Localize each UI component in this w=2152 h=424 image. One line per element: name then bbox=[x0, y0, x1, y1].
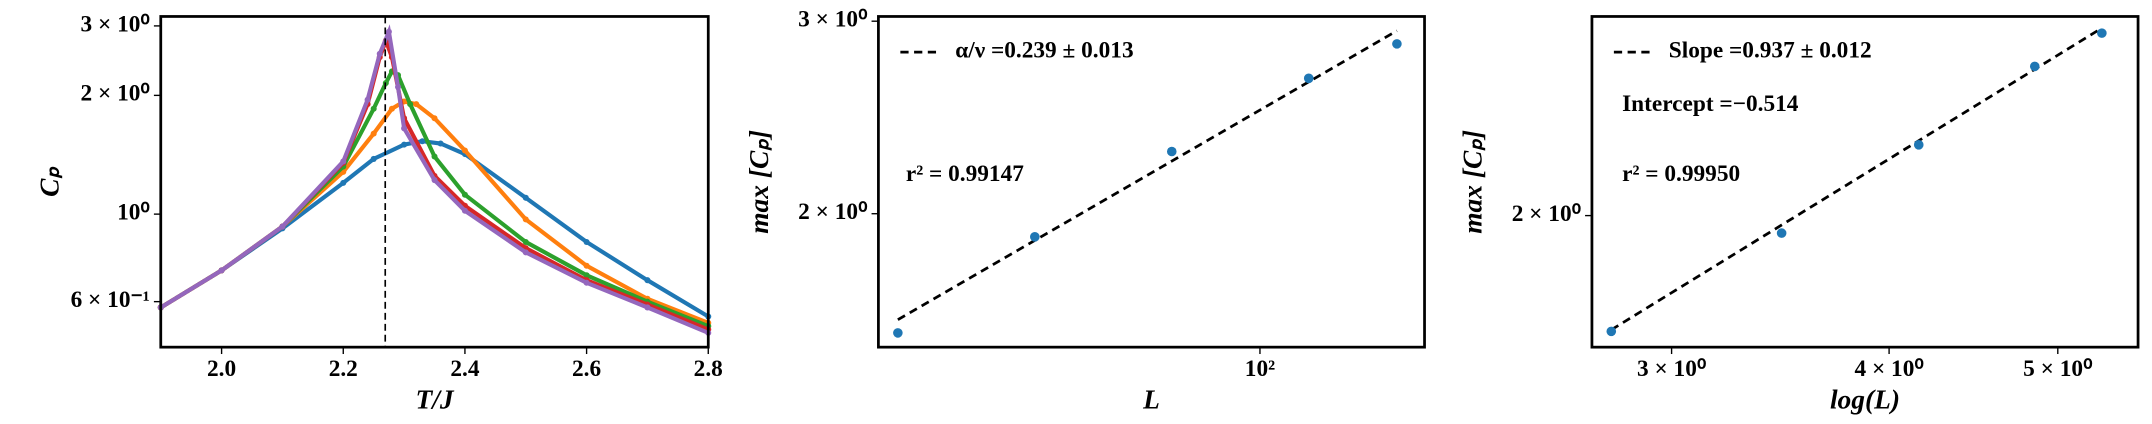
x-tick-label: 2.6 bbox=[572, 356, 601, 382]
plot-frame bbox=[877, 15, 1426, 349]
x-tick-label: 2.2 bbox=[329, 356, 358, 382]
marker bbox=[340, 179, 347, 186]
x-tick-label: 3 × 10⁰ bbox=[1637, 356, 1706, 382]
x-tick-label: 10² bbox=[1245, 356, 1275, 382]
marker bbox=[385, 28, 392, 35]
marker bbox=[419, 138, 426, 145]
y-tick-label: 3 × 10⁰ bbox=[81, 11, 150, 37]
point bbox=[1392, 39, 1402, 49]
point bbox=[1030, 232, 1040, 242]
marker bbox=[279, 223, 286, 230]
plot-frame bbox=[159, 15, 710, 349]
marker bbox=[376, 50, 383, 57]
point bbox=[1303, 73, 1314, 84]
marker bbox=[407, 101, 414, 108]
x-tick-label: 2.4 bbox=[450, 356, 479, 382]
point bbox=[1166, 146, 1177, 157]
marker bbox=[401, 141, 408, 148]
point bbox=[893, 328, 903, 338]
point bbox=[2029, 61, 2040, 72]
y-tick-label: 2 × 10⁰ bbox=[798, 199, 867, 225]
marker bbox=[644, 304, 651, 311]
y-axis-label: Cₚ bbox=[35, 166, 65, 197]
marker bbox=[461, 147, 468, 154]
marker bbox=[364, 96, 371, 103]
point bbox=[2097, 28, 2107, 38]
marker bbox=[583, 262, 590, 269]
x-axis-label: log(L) bbox=[1830, 384, 1900, 414]
y-tick-label: 2 × 10⁰ bbox=[1512, 201, 1581, 227]
y-axis-label: max [Cₚ] bbox=[1458, 130, 1488, 234]
x-tick-label: 4 × 10⁰ bbox=[1854, 356, 1923, 382]
marker bbox=[583, 238, 590, 245]
marker bbox=[370, 155, 377, 162]
x-axis-label: T/J bbox=[415, 384, 454, 414]
marker bbox=[522, 194, 529, 201]
annotation: r² = 0.99950 bbox=[1622, 161, 1740, 187]
marker bbox=[340, 158, 347, 165]
marker bbox=[583, 279, 590, 286]
marker bbox=[388, 105, 395, 112]
marker bbox=[522, 238, 529, 245]
y-tick-label: 3 × 10⁰ bbox=[798, 7, 867, 33]
series-line bbox=[160, 99, 709, 325]
x-tick-label: 2.0 bbox=[207, 356, 236, 382]
marker bbox=[461, 191, 468, 198]
point bbox=[1606, 326, 1617, 337]
y-axis-label: max [Cₚ] bbox=[744, 130, 774, 234]
point bbox=[1913, 140, 1924, 150]
x-axis-label: L bbox=[1142, 384, 1160, 414]
fit-line bbox=[897, 29, 1398, 321]
y-tick-label: 2 × 10⁰ bbox=[81, 81, 150, 107]
marker bbox=[401, 125, 408, 132]
marker bbox=[431, 177, 438, 184]
plot-frame bbox=[1590, 15, 2140, 349]
marker bbox=[431, 153, 438, 160]
marker bbox=[218, 267, 225, 274]
marker bbox=[522, 249, 529, 256]
marker bbox=[370, 105, 377, 112]
marker bbox=[522, 216, 529, 223]
marker bbox=[431, 115, 438, 122]
y-tick-label: 6 × 10⁻¹ bbox=[71, 287, 150, 313]
annotation: r² = 0.99147 bbox=[906, 161, 1024, 187]
point bbox=[1776, 228, 1787, 238]
y-tick-label: 10⁰ bbox=[117, 199, 150, 225]
legend-label: α/ν =0.239 ± 0.013 bbox=[955, 38, 1133, 64]
marker bbox=[583, 272, 590, 279]
marker bbox=[370, 130, 377, 137]
x-tick-label: 5 × 10⁰ bbox=[2023, 356, 2092, 382]
marker bbox=[394, 83, 402, 91]
legend-label: Slope =0.937 ± 0.012 bbox=[1669, 38, 1872, 64]
marker bbox=[413, 101, 420, 108]
marker bbox=[644, 277, 651, 284]
marker bbox=[437, 140, 444, 147]
marker bbox=[461, 207, 468, 214]
annotation: Intercept =−0.514 bbox=[1622, 91, 1799, 117]
x-tick-label: 2.8 bbox=[694, 356, 723, 382]
